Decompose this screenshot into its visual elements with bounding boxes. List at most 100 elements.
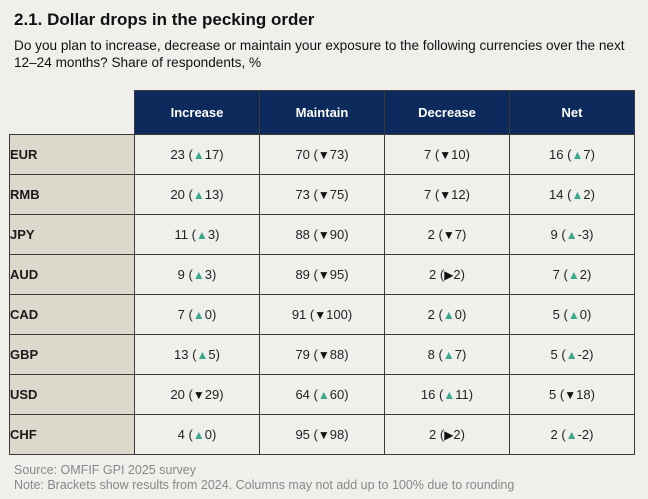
row-header-rmb: RMB bbox=[9, 174, 135, 215]
cell-rmb-decrease: 7 (▼12) bbox=[384, 174, 510, 215]
previous-value: 60 bbox=[329, 387, 345, 402]
trend-down-icon: ▼ bbox=[442, 228, 455, 242]
cell-jpy-decrease: 2 (▼7) bbox=[384, 214, 510, 255]
trend-up-icon: ▲ bbox=[567, 308, 580, 322]
trend-up-icon: ▲ bbox=[571, 148, 584, 162]
trend-down-icon: ▼ bbox=[317, 148, 330, 162]
table-row: GBP 13 (▲5) 79 (▼88) 8 (▲7) 5 (▲-2) bbox=[9, 334, 635, 375]
cell-gbp-net: 5 (▲-2) bbox=[509, 334, 635, 375]
trend-up-icon: ▲ bbox=[443, 388, 456, 402]
cell-cad-maintain: 91 (▼100) bbox=[259, 294, 385, 335]
cell-value: 2 bbox=[429, 427, 437, 442]
cell-jpy-maintain: 88 (▼90) bbox=[259, 214, 385, 255]
cell-gbp-decrease: 8 (▲7) bbox=[384, 334, 510, 375]
cell-value: 8 bbox=[427, 347, 435, 362]
row-header-usd: USD bbox=[9, 374, 135, 415]
previous-value: 13 bbox=[204, 187, 220, 202]
trend-up-icon: ▲ bbox=[565, 348, 578, 362]
cell-value: 23 bbox=[170, 147, 185, 162]
table-body: EUR 23 (▲17) 70 (▼73) 7 (▼10) 16 (▲7) RMB 20 (… bbox=[9, 134, 635, 455]
previous-value: 7 bbox=[454, 227, 462, 242]
previous-value: 2 bbox=[453, 427, 461, 442]
cell-eur-net: 16 (▲7) bbox=[509, 134, 635, 175]
previous-value: 3 bbox=[207, 227, 216, 242]
table-header-row: Increase Maintain Decrease Net bbox=[10, 90, 635, 135]
trend-down-icon: ▼ bbox=[192, 388, 205, 402]
cell-value: 13 bbox=[174, 347, 189, 362]
trend-flat-icon: ▶ bbox=[444, 268, 454, 282]
source-note: Source: OMFIF GPI 2025 survey bbox=[14, 463, 197, 477]
trend-up-icon: ▲ bbox=[571, 188, 584, 202]
previous-value: 95 bbox=[329, 267, 345, 282]
cell-gbp-increase: 13 (▲5) bbox=[134, 334, 260, 375]
cell-value: 20 bbox=[170, 387, 185, 402]
cell-value: 70 bbox=[295, 147, 310, 162]
previous-value: 2 bbox=[579, 267, 587, 282]
cell-rmb-increase: 20 (▲13) bbox=[134, 174, 260, 215]
cell-value: 16 bbox=[420, 387, 436, 402]
trend-down-icon: ▼ bbox=[317, 188, 330, 202]
cell-cad-increase: 7 (▲0) bbox=[134, 294, 260, 335]
cell-jpy-increase: 11 (▲3) bbox=[134, 214, 260, 255]
cell-usd-increase: 20 (▼29) bbox=[134, 374, 260, 415]
cell-usd-decrease: 16 (▲11) bbox=[384, 374, 510, 415]
previous-value: 17 bbox=[204, 147, 220, 162]
chart-subtitle: Do you plan to increase, decrease or mai… bbox=[14, 38, 625, 70]
cell-aud-net: 7 (▲2) bbox=[509, 254, 635, 295]
cell-value: 7 bbox=[177, 307, 185, 322]
cell-value: 73 bbox=[295, 187, 310, 202]
trend-down-icon: ▼ bbox=[317, 428, 330, 442]
cell-value: 88 bbox=[295, 227, 310, 242]
trend-down-icon: ▼ bbox=[317, 348, 330, 362]
previous-value: 7 bbox=[454, 347, 462, 362]
cell-chf-net: 2 (▲-2) bbox=[509, 414, 635, 455]
trend-up-icon: ▲ bbox=[196, 348, 209, 362]
currency-exposure-table: Increase Maintain Decrease Net EUR 23 (▲1… bbox=[9, 90, 635, 455]
trend-up-icon: ▲ bbox=[442, 348, 455, 362]
previous-value: 2 bbox=[453, 267, 461, 282]
previous-value: 10 bbox=[451, 147, 466, 162]
row-header-gbp: GBP bbox=[9, 334, 135, 375]
cell-value: 5 bbox=[552, 307, 560, 322]
trend-up-icon: ▲ bbox=[565, 428, 578, 442]
trend-up-icon: ▲ bbox=[192, 188, 205, 202]
cell-chf-decrease: 2 (▶2) bbox=[384, 414, 510, 455]
trend-up-icon: ▲ bbox=[565, 228, 578, 242]
row-header-cad: CAD bbox=[9, 294, 135, 335]
previous-value: 90 bbox=[329, 227, 345, 242]
cell-rmb-maintain: 73 (▼75) bbox=[259, 174, 385, 215]
table-row: CHF 4 (▲0) 95 (▼98) 2 (▶2) 2 (▲-2) bbox=[9, 414, 635, 455]
cell-value: 91 bbox=[291, 307, 307, 322]
row-header-eur: EUR bbox=[9, 134, 135, 175]
previous-value: 12 bbox=[451, 187, 466, 202]
trend-up-icon: ▲ bbox=[192, 148, 205, 162]
row-header-chf: CHF bbox=[9, 414, 135, 455]
previous-value: 88 bbox=[329, 347, 345, 362]
cell-usd-net: 5 (▼18) bbox=[509, 374, 635, 415]
chart-footer: Source: OMFIF GPI 2025 survey Note: Brac… bbox=[14, 463, 514, 493]
table-row: USD 20 (▼29) 64 (▲60) 16 (▲11) 5 (▼18) bbox=[9, 374, 635, 415]
cell-value: 95 bbox=[295, 427, 310, 442]
previous-value: 75 bbox=[329, 187, 345, 202]
cell-value: 5 bbox=[550, 347, 558, 362]
previous-value: 7 bbox=[583, 147, 591, 162]
column-header-increase: Increase bbox=[134, 90, 260, 135]
table-row: AUD 9 (▲3) 89 (▼95) 2 (▶2) 7 (▲2) bbox=[9, 254, 635, 295]
trend-down-icon: ▼ bbox=[317, 268, 330, 282]
cell-aud-increase: 9 (▲3) bbox=[134, 254, 260, 295]
previous-value: 100 bbox=[326, 307, 348, 322]
row-header-aud: AUD bbox=[9, 254, 135, 295]
cell-chf-maintain: 95 (▼98) bbox=[259, 414, 385, 455]
trend-up-icon: ▲ bbox=[195, 228, 208, 242]
column-header-maintain: Maintain bbox=[259, 90, 385, 135]
trend-down-icon: ▼ bbox=[317, 228, 330, 242]
trend-up-icon: ▲ bbox=[192, 428, 205, 442]
cell-gbp-maintain: 79 (▼88) bbox=[259, 334, 385, 375]
cell-value: 2 bbox=[427, 307, 435, 322]
chart-title: 2.1. Dollar drops in the pecking order bbox=[14, 10, 315, 29]
cell-value: 20 bbox=[170, 187, 185, 202]
table-row: EUR 23 (▲17) 70 (▼73) 7 (▼10) 16 (▲7) bbox=[9, 134, 635, 175]
previous-value: -2 bbox=[577, 427, 590, 442]
trend-up-icon: ▲ bbox=[192, 268, 205, 282]
trend-down-icon: ▼ bbox=[564, 388, 577, 402]
